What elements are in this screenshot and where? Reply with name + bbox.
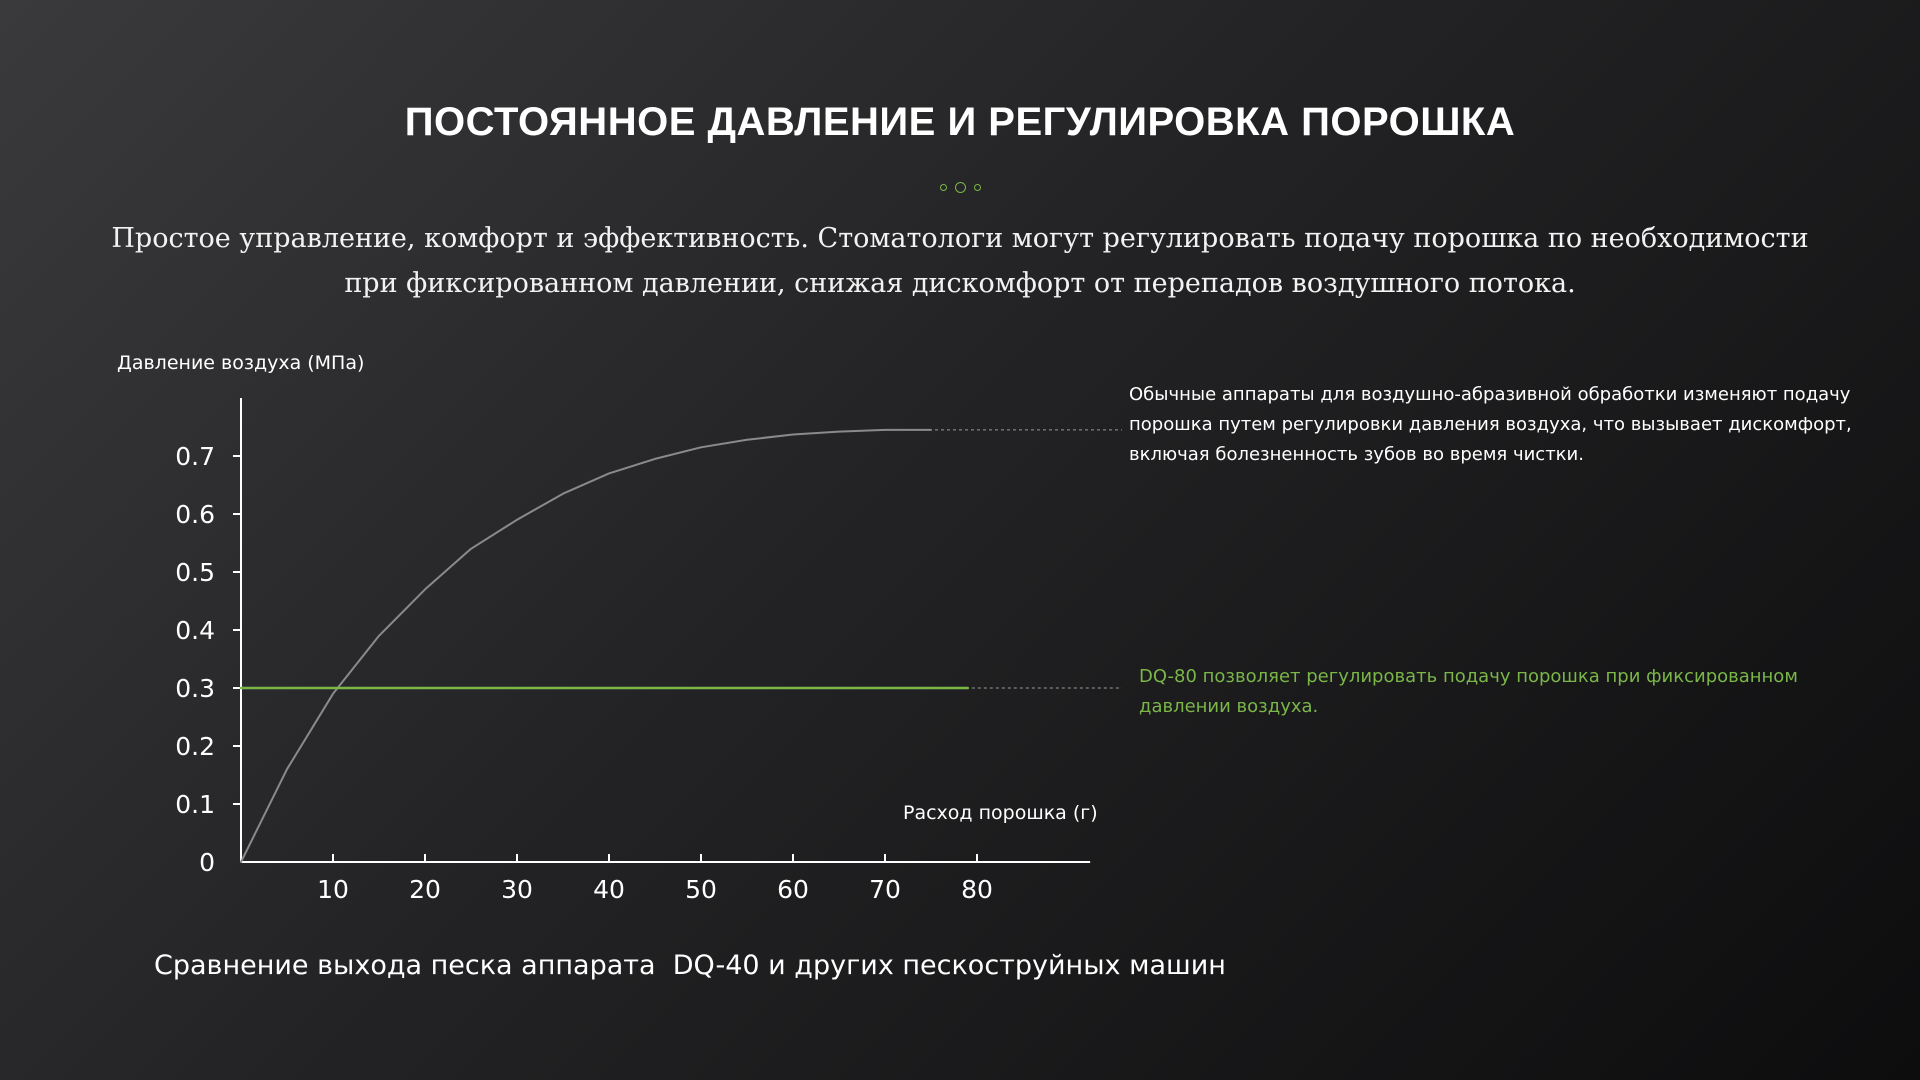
y-tick-label: 0.1 [175,790,215,819]
chart-ticks: 0 0.1 0.2 0.3 0.4 0.5 0.6 0.7 10 20 30 40 50 60 70 80 [175,442,993,904]
y-tick-label: 0.2 [175,732,215,761]
chart-leader-lines [935,429,1122,689]
x-axis-label: Расход порошка (г) [903,802,1098,824]
x-tick-label: 30 [501,875,533,904]
y-tick-label: 0 [199,848,215,877]
page-subtitle: Простое управление, комфорт и эффективно… [111,223,1809,299]
dq80-annotation: DQ-80 позволяет регулировать подачу поро… [1139,666,1798,717]
dot-icon [973,183,981,191]
y-tick-label: 0.3 [175,674,215,703]
chart-axes [240,398,1091,863]
x-tick-label: 80 [961,875,993,904]
x-tick-label: 40 [593,875,625,904]
chart-series [239,428,970,863]
y-tick-label: 0.4 [175,616,215,645]
x-tick-label: 50 [685,875,717,904]
x-tick-label: 10 [317,875,349,904]
decorative-dots [0,180,1920,194]
x-tick-label: 60 [777,875,809,904]
y-tick-label: 0.5 [175,558,215,587]
y-axis-label: Давление воздуха (МПа) [117,352,365,374]
x-tick-label: 20 [409,875,441,904]
x-tick-label: 70 [869,875,901,904]
conventional-pressure-curve [240,428,932,863]
page-title: ПОСТОЯННОЕ ДАВЛЕНИЕ И РЕГУЛИРОВКА ПОРОШК… [404,100,1516,144]
dot-icon [954,181,966,193]
y-tick-label: 0.7 [175,442,215,471]
conventional-annotation: Обычные аппараты для воздушно-абразивной… [1129,384,1852,465]
y-tick-label: 0.6 [175,500,215,529]
chart-caption: Сравнение выхода песка аппарата DQ-40 и … [154,950,1226,981]
dot-icon [939,183,947,191]
